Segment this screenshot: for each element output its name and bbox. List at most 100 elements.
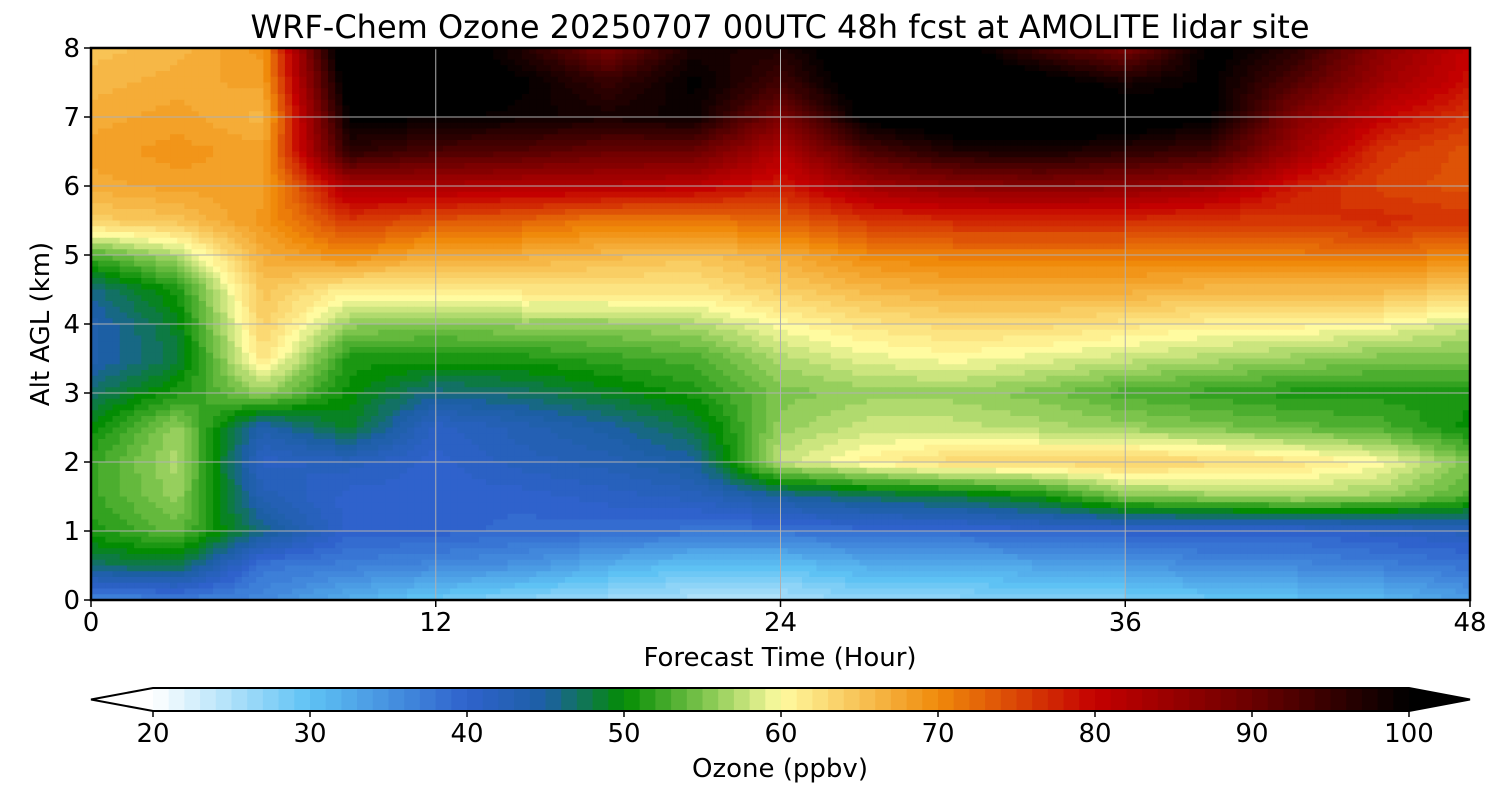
ozone-cell — [1197, 77, 1205, 83]
ozone-cell — [1247, 123, 1255, 129]
ozone-cell — [1132, 129, 1140, 135]
ozone-cell — [996, 54, 1004, 60]
ozone-cell — [508, 117, 516, 123]
ozone-cell — [306, 88, 314, 94]
ozone-cell — [227, 146, 235, 152]
ozone-cell — [1427, 54, 1435, 60]
ozone-cell — [350, 140, 358, 146]
ozone-cell — [824, 140, 832, 146]
ozone-cell — [508, 123, 516, 129]
ozone-cell — [400, 129, 408, 135]
ozone-cell — [1104, 54, 1112, 60]
ozone-cell — [637, 88, 645, 94]
ozone-cell — [414, 100, 422, 106]
ozone-cell — [1283, 123, 1291, 129]
ozone-cell — [939, 54, 947, 60]
ozone-cell — [967, 77, 975, 83]
ozone-cell — [651, 54, 659, 60]
ozone-cell — [1355, 83, 1363, 89]
ozone-cell — [1097, 60, 1105, 66]
ozone-cell — [658, 134, 666, 140]
ozone-cell — [1427, 140, 1435, 146]
ozone-cell — [773, 71, 781, 77]
ozone-cell — [1118, 71, 1126, 77]
ozone-cell — [292, 129, 300, 135]
ozone-cell — [867, 140, 875, 146]
ozone-cell — [1226, 88, 1234, 94]
ozone-cell — [299, 94, 307, 100]
ozone-cell — [407, 123, 415, 129]
ozone-cell — [558, 60, 566, 66]
ozone-cell — [1298, 77, 1306, 83]
ozone-cell — [852, 77, 860, 83]
ozone-cell — [1456, 65, 1464, 71]
ozone-cell — [543, 106, 551, 112]
ozone-cell — [1118, 117, 1126, 123]
ozone-cell — [1362, 71, 1370, 77]
ozone-cell — [701, 54, 709, 60]
ozone-cell — [587, 94, 595, 100]
ozone-cell — [400, 77, 408, 83]
ozone-cell — [1161, 129, 1169, 135]
ozone-cell — [1269, 129, 1277, 135]
ozone-cell — [809, 140, 817, 146]
ozone-cell — [1003, 88, 1011, 94]
ozone-cell — [278, 94, 286, 100]
ozone-cell — [1456, 123, 1464, 129]
ozone-cell — [939, 83, 947, 89]
ozone-cell — [1168, 117, 1176, 123]
ozone-cell — [888, 65, 896, 71]
ozone-cell — [1226, 134, 1234, 140]
ozone-cell — [773, 88, 781, 94]
ozone-cell — [1075, 77, 1083, 83]
ozone-cell — [486, 117, 494, 123]
ozone-cell — [587, 140, 595, 146]
ozone-cell — [1456, 140, 1464, 146]
ozone-cell — [120, 83, 128, 89]
ozone-cell — [364, 123, 372, 129]
ozone-cell — [1097, 117, 1105, 123]
ozone-cell — [1355, 140, 1363, 146]
ozone-cell — [1089, 60, 1097, 66]
ozone-cell — [1377, 100, 1385, 106]
ozone-cell — [263, 146, 271, 152]
ozone-cell — [479, 140, 487, 146]
ozone-cell — [407, 106, 415, 112]
ozone-cell — [500, 71, 508, 77]
ozone-cell — [1025, 123, 1033, 129]
ozone-cell — [852, 134, 860, 140]
ozone-cell — [716, 77, 724, 83]
ozone-cell — [393, 83, 401, 89]
ozone-cell — [781, 134, 789, 140]
ozone-cell — [1125, 134, 1133, 140]
ozone-cell — [400, 123, 408, 129]
ozone-cell — [996, 60, 1004, 66]
ozone-cell — [1154, 94, 1162, 100]
ozone-cell — [860, 77, 868, 83]
ozone-cell — [1255, 83, 1263, 89]
ozone-cell — [910, 71, 918, 77]
ozone-cell — [1183, 123, 1191, 129]
ozone-cell — [1089, 71, 1097, 77]
ozone-cell — [651, 123, 659, 129]
ozone-cell — [637, 140, 645, 146]
ozone-cell — [1319, 60, 1327, 66]
ozone-cell — [508, 88, 516, 94]
ozone-cell — [1377, 129, 1385, 135]
ozone-cell — [1334, 65, 1342, 71]
ozone-cell — [1111, 77, 1119, 83]
ozone-cell — [716, 54, 724, 60]
ozone-cell — [543, 140, 551, 146]
ozone-cell — [148, 123, 156, 129]
ozone-cell — [960, 71, 968, 77]
ozone-cell — [1025, 134, 1033, 140]
ozone-cell — [328, 106, 336, 112]
ozone-cell — [1125, 100, 1133, 106]
ozone-cell — [939, 134, 947, 140]
ozone-cell — [400, 71, 408, 77]
ozone-cell — [385, 146, 393, 152]
ozone-cell — [450, 117, 458, 123]
ozone-cell — [500, 60, 508, 66]
ozone-cell — [105, 94, 113, 100]
ozone-cell — [1125, 60, 1133, 66]
